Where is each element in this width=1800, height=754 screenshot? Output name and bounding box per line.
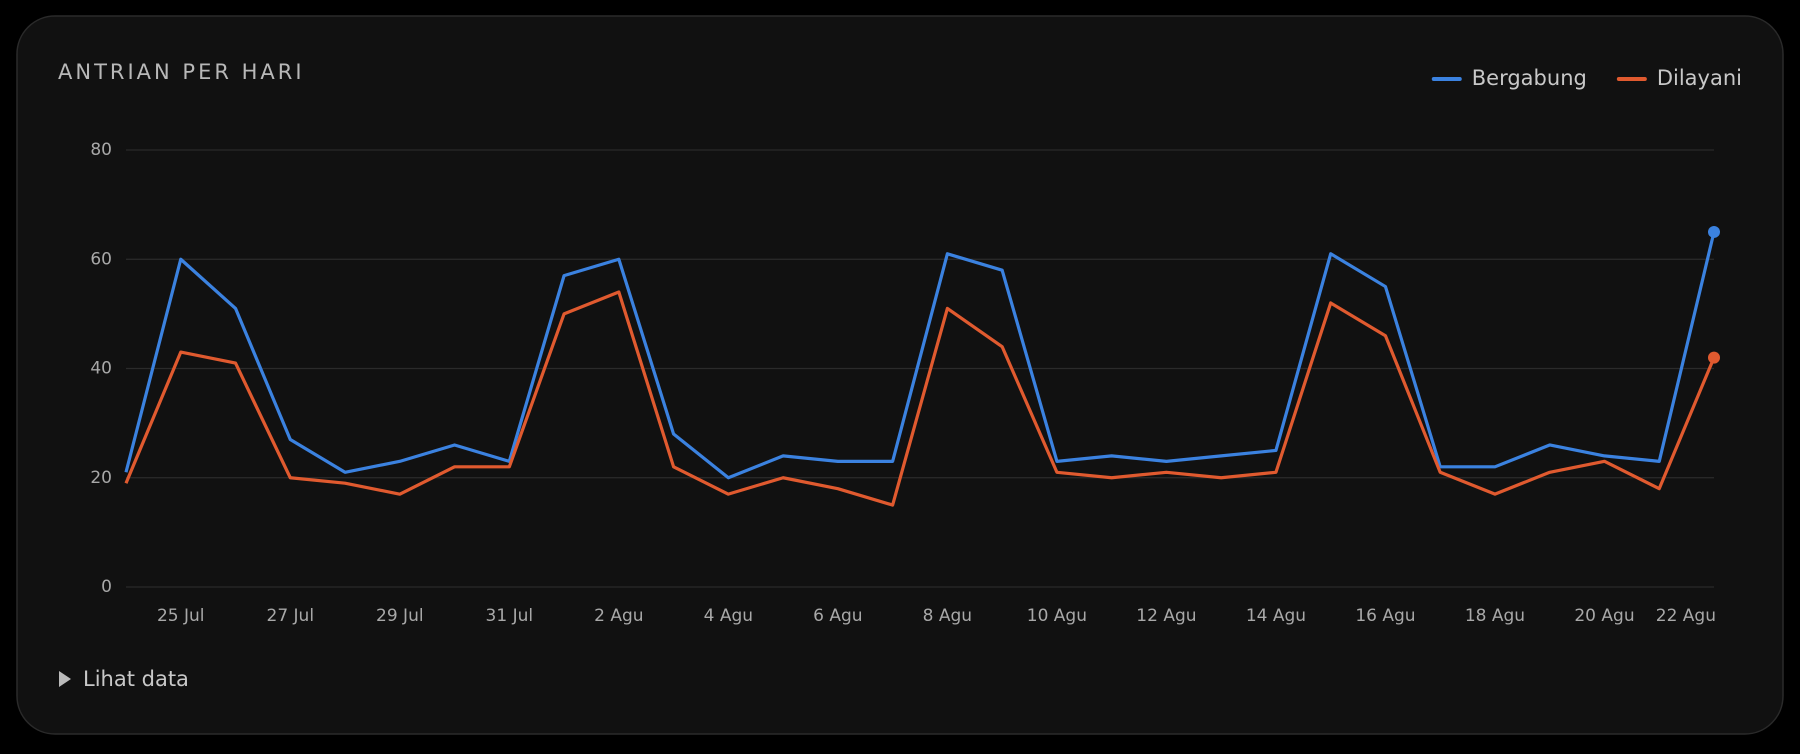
series-line	[124, 231, 1716, 480]
x-tick-label: 31 Jul	[486, 606, 534, 626]
x-tick-label: 29 Jul	[376, 606, 424, 626]
x-tick-label: 25 Jul	[157, 606, 205, 626]
card	[16, 15, 1784, 735]
x-tick-label: 4 Agu	[704, 606, 753, 626]
chart-title: ANTRIAN PER HARI	[58, 60, 305, 84]
y-tick-label: 0	[101, 577, 112, 597]
y-tick-label: 80	[90, 140, 112, 160]
x-tick-label: 12 Agu	[1136, 606, 1196, 626]
end-point	[1708, 225, 1720, 238]
y-tick-label: 40	[90, 359, 112, 379]
x-tick-label: 22 Agu	[1656, 606, 1716, 626]
x-tick-label: 6 Agu	[813, 606, 862, 626]
data-toggle[interactable]: Lihat data	[59, 667, 189, 691]
x-tick-label: 18 Agu	[1465, 606, 1525, 626]
legend-item: Bergabung	[1431, 66, 1587, 90]
x-tick-label: 10 Agu	[1027, 606, 1087, 626]
end-point	[1708, 351, 1720, 364]
toggle-label[interactable]: Lihat data	[83, 667, 189, 691]
x-tick-label: 16 Agu	[1355, 606, 1415, 626]
x-tick-label: 8 Agu	[923, 606, 972, 626]
x-tick-label: 20 Agu	[1574, 606, 1634, 626]
x-tick-label: 2 Agu	[594, 606, 643, 626]
x-tick-label: 27 Jul	[267, 606, 315, 626]
series-line	[124, 290, 1716, 507]
y-tick-label: 60	[90, 249, 112, 269]
x-tick-label: 14 Agu	[1246, 606, 1306, 626]
y-tick-label: 20	[90, 468, 112, 488]
legend-label: Dilayani	[1657, 66, 1742, 90]
legend-label: Bergabung	[1472, 66, 1587, 90]
legend-item: Dilayani	[1616, 66, 1742, 90]
toggle-arrow	[59, 671, 71, 687]
